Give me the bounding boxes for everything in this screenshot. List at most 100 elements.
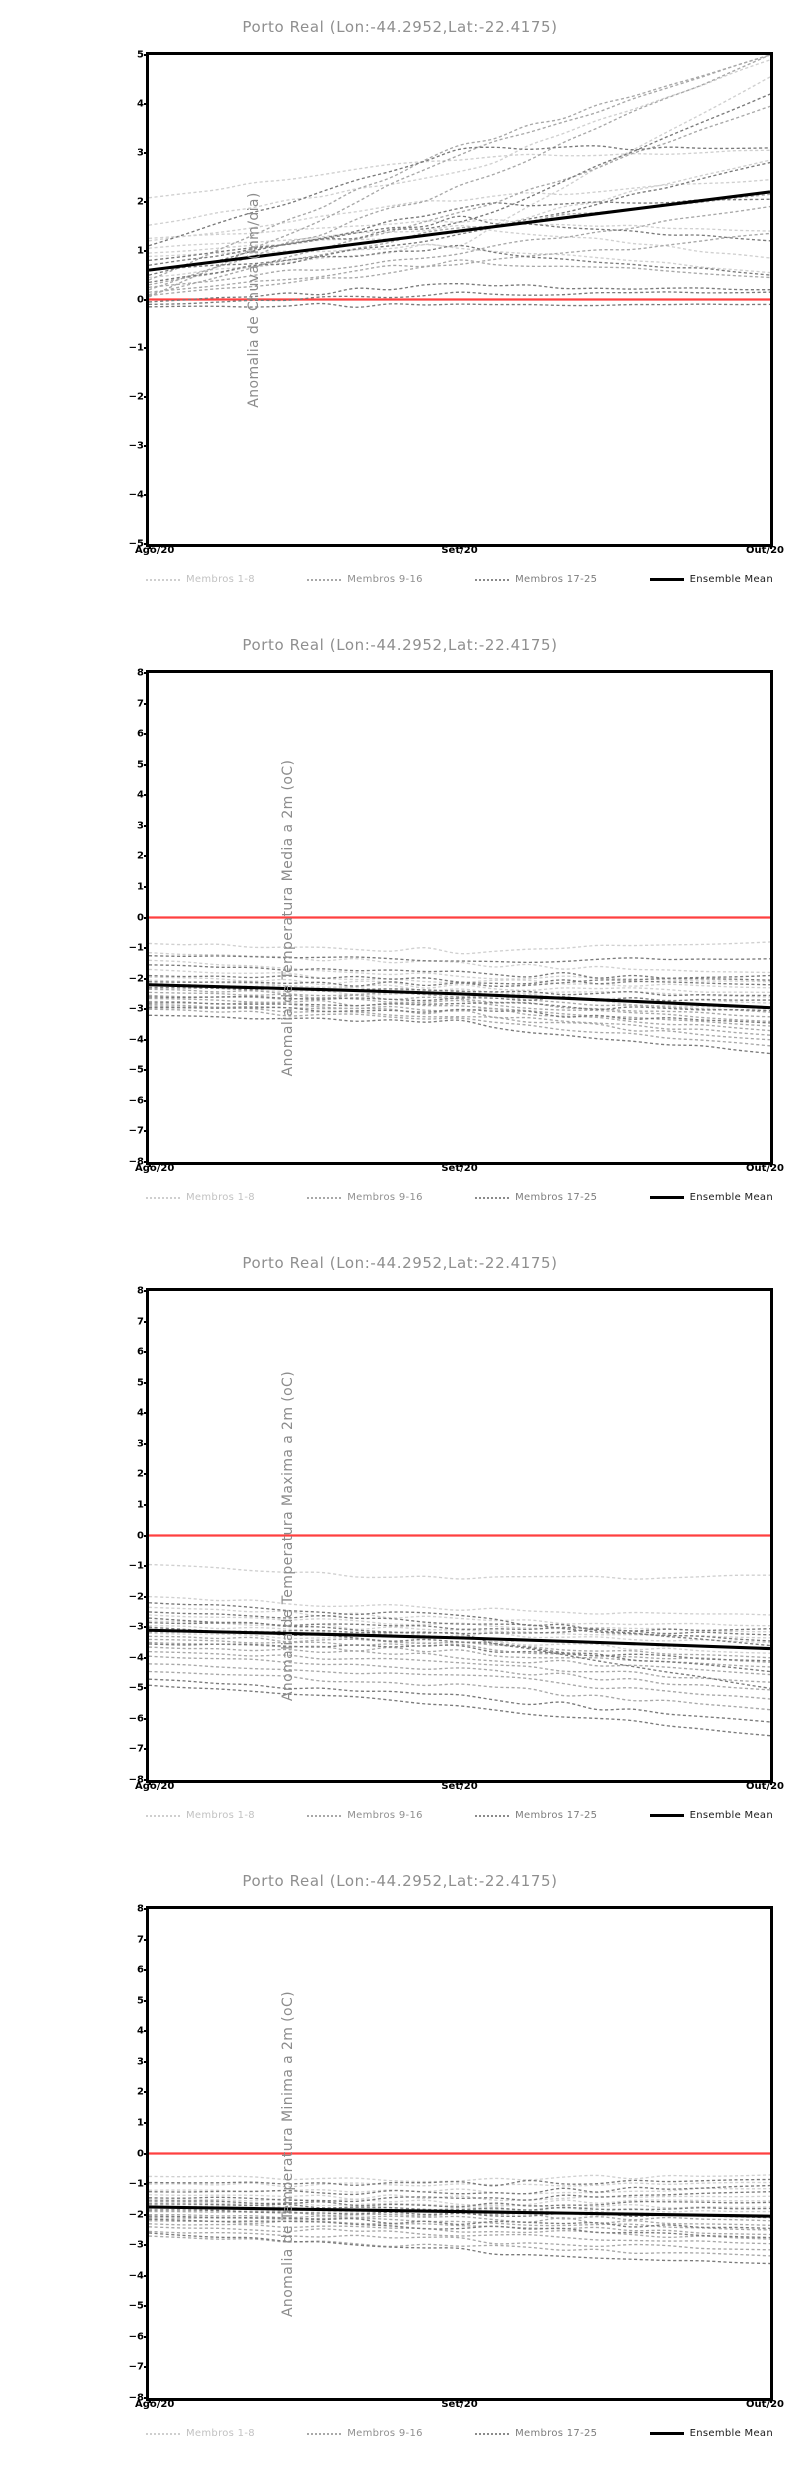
legend-label: Membros 1-8 [186, 574, 255, 585]
member-line [149, 76, 770, 279]
page-title: Porto Real (Lon:-44.2952,Lat:-22.4175) [242, 636, 558, 654]
y-tick-mark [144, 54, 149, 56]
y-tick-mark [144, 249, 149, 252]
legend-swatch-icon [146, 1814, 180, 1817]
legend-swatch-icon [475, 1814, 510, 1817]
panel-temperatura-maxima: Porto Real (Lon:-44.2952,Lat:-22.4175) −… [0, 1236, 800, 1854]
legend-label: Membros 1-8 [186, 1810, 255, 1821]
member-line [149, 55, 770, 298]
y-tick-mark [144, 1748, 149, 1751]
y-tick-label: 1 [137, 2117, 144, 2129]
member-line [149, 941, 770, 955]
member-line [149, 2191, 770, 2203]
y-tick-mark [144, 794, 149, 797]
y-tick-mark [144, 2060, 149, 2063]
legend-item[interactable]: Membros 1-8 [146, 2428, 255, 2439]
y-tick-label: 0 [137, 912, 144, 923]
y-tick-mark [144, 733, 149, 736]
y-tick-mark [144, 947, 149, 950]
legend-label: Membros 17-25 [515, 574, 598, 585]
plot-frame-temperatura-maxima: −8 −7 −6 −5 −4 −3 −2 −1 0 1 2 3 4 5 6 7 8 Ago/20 Set/20 Ou… [129, 1286, 784, 1793]
y-tick-label: −8 [128, 2392, 144, 2404]
y-tick-label: 4 [137, 98, 144, 110]
y-tick-label: −4 [128, 2270, 144, 2282]
member-line [149, 1595, 770, 1616]
chart-canvas [149, 1534, 770, 1737]
member-line [149, 179, 770, 242]
legend-item[interactable]: Ensemble Mean [649, 1810, 773, 1821]
member-line [149, 1646, 770, 1676]
member-line [149, 2187, 770, 2195]
member-line [149, 59, 770, 226]
member-line [149, 2216, 770, 2231]
legend-item[interactable]: Membros 17-25 [475, 574, 597, 585]
legend-label: Membros 9-16 [347, 1810, 423, 1821]
legend-item[interactable]: Membros 1-8 [146, 1810, 255, 1821]
member-line [149, 1684, 770, 1737]
legend-item[interactable]: Membros 17-25 [475, 2428, 597, 2439]
member-line [149, 994, 770, 1023]
plot-frame-temperatura-media: −8 −7 −6 −5 −4 −3 −2 −1 0 1 2 3 4 5 6 7 8 Ago/20 Set/20 Ou… [129, 668, 784, 1175]
legend-item[interactable]: Membros 9-16 [307, 1192, 423, 1203]
legend-item[interactable]: Membros 9-16 [307, 2428, 423, 2439]
member-line [149, 988, 770, 1013]
y-tick-label: −8 [128, 1156, 144, 1168]
legend-swatch-icon [475, 2432, 510, 2435]
member-line [149, 1002, 770, 1012]
member-line [149, 93, 770, 262]
member-line [149, 218, 770, 240]
y-tick-mark [144, 1473, 149, 1476]
y-tick-label: 0 [137, 2148, 144, 2159]
legend-swatch-icon [307, 1814, 342, 1817]
y-tick-mark [144, 824, 149, 827]
legend-item[interactable]: Ensemble Mean [649, 2428, 773, 2439]
member-line [149, 987, 770, 997]
member-line [149, 959, 770, 983]
legend-item[interactable]: Membros 17-25 [475, 1192, 597, 1203]
y-tick-label: −1 [128, 2178, 144, 2190]
legend-temperatura-maxima: Membros 1-8 Membros 9-16 Membros 17-25 Ense… [146, 1810, 773, 1821]
x-tick-label: Ago/20 [135, 1163, 175, 1174]
member-line [149, 1606, 770, 1627]
legend-swatch-icon [307, 578, 342, 581]
y-tick-mark [144, 445, 149, 448]
member-line [149, 2178, 770, 2187]
plot-frame-chuva: −5 −4 −3 −2 −1 0 1 2 3 4 5 Ago/20 Set/20 Out/20 Anom… [129, 50, 784, 557]
y-tick-label: 5 [137, 1995, 144, 2007]
legend-item[interactable]: Membros 17-25 [475, 1810, 597, 1821]
member-line [149, 2194, 770, 2202]
member-line [149, 159, 770, 254]
y-tick-mark [144, 1656, 149, 1659]
ensemble-mean-line [149, 190, 770, 272]
y-tick-mark [144, 2397, 149, 2399]
plot-frame-temperatura-minima: −8 −7 −6 −5 −4 −3 −2 −1 0 1 2 3 4 5 6 7 8 Ago/20 Set/20 Ou… [129, 1904, 784, 2411]
member-line [149, 1655, 770, 1691]
legend-item[interactable]: Membros 1-8 [146, 574, 255, 585]
member-line [149, 193, 770, 286]
y-tick-label: 4 [137, 1407, 144, 1419]
plot-area [149, 673, 770, 1162]
member-line [149, 243, 770, 274]
y-tick-mark [144, 1161, 149, 1163]
member-line [149, 2218, 770, 2239]
legend-label: Membros 1-8 [186, 2428, 255, 2439]
legend-item[interactable]: Membros 9-16 [307, 1810, 423, 1821]
legend-item[interactable]: Ensemble Mean [649, 1192, 773, 1203]
y-tick-label: 6 [137, 1346, 144, 1358]
legend-label: Membros 1-8 [186, 1192, 255, 1203]
y-tick-mark [144, 1938, 149, 1941]
member-line [149, 302, 770, 308]
y-tick-mark [144, 1069, 149, 1072]
legend-label: Ensemble Mean [689, 2428, 773, 2439]
legend-item[interactable]: Membros 9-16 [307, 574, 423, 585]
legend-swatch-icon [649, 1196, 684, 1199]
legend-swatch-icon [146, 1196, 180, 1199]
y-tick-label: 6 [137, 1964, 144, 1976]
legend-item[interactable]: Membros 1-8 [146, 1192, 255, 1203]
member-line [149, 1678, 770, 1723]
member-line [149, 161, 770, 284]
x-tick-mark [770, 1162, 772, 1167]
member-line [149, 1650, 770, 1683]
legend-item[interactable]: Ensemble Mean [649, 574, 773, 585]
y-axis-label: Anomalia de Chuva (mm/dia) [246, 191, 262, 408]
